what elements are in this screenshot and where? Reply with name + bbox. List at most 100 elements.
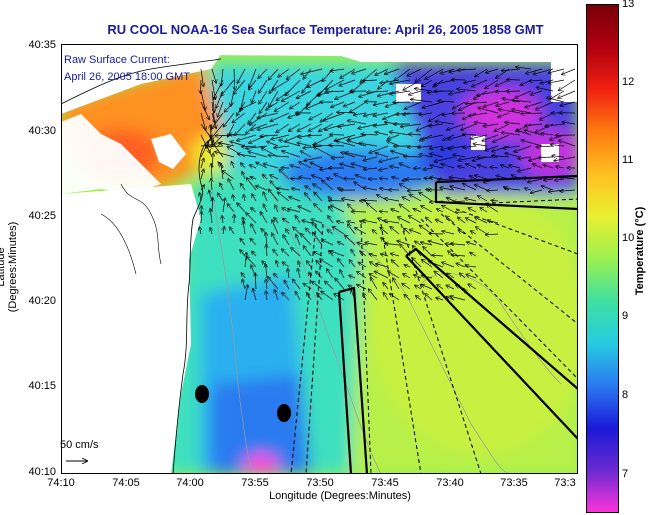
current-vector bbox=[468, 208, 477, 213]
current-vector bbox=[422, 260, 433, 268]
current-vector bbox=[379, 156, 400, 162]
x-tick: 74:10 bbox=[47, 477, 75, 489]
current-vector bbox=[309, 112, 323, 120]
current-vector bbox=[272, 220, 279, 235]
current-vector bbox=[263, 164, 279, 169]
current-vector bbox=[560, 190, 576, 191]
current-vector bbox=[286, 229, 289, 235]
current-vector bbox=[467, 242, 477, 246]
current-vector bbox=[521, 113, 543, 114]
current-vector bbox=[312, 223, 323, 235]
current-vector bbox=[324, 112, 345, 120]
current-vector bbox=[480, 208, 488, 213]
current-vector bbox=[394, 68, 411, 81]
current-vector bbox=[450, 296, 466, 301]
current-vector bbox=[309, 123, 323, 131]
current-vector bbox=[441, 164, 455, 169]
current-vector bbox=[238, 154, 257, 158]
current-vector bbox=[246, 213, 257, 224]
current-vector bbox=[299, 177, 312, 179]
current-vector bbox=[342, 199, 356, 202]
current-vector bbox=[211, 68, 216, 83]
current-vector bbox=[426, 217, 433, 224]
current-vector bbox=[231, 90, 235, 106]
current-vector bbox=[215, 152, 235, 158]
current-vector bbox=[412, 258, 422, 268]
current-vector bbox=[260, 135, 279, 136]
colorbar-tick: 11 bbox=[622, 154, 634, 166]
current-vector bbox=[224, 101, 235, 112]
current-vector bbox=[430, 154, 444, 158]
current-vector bbox=[471, 231, 477, 234]
current-vector bbox=[291, 248, 301, 257]
current-vector bbox=[276, 261, 278, 268]
current-vector bbox=[271, 134, 290, 139]
current-vector bbox=[450, 186, 466, 191]
current-vector bbox=[536, 101, 554, 110]
current-vector bbox=[458, 69, 477, 70]
current-vector bbox=[468, 284, 477, 290]
inset-line-2: April 26, 2005 18:00 GMT bbox=[64, 71, 190, 83]
current-vector bbox=[263, 192, 268, 202]
inset-line-1: Raw Surface Current: bbox=[64, 54, 170, 66]
current-vector bbox=[440, 188, 455, 191]
current-vector bbox=[263, 204, 268, 213]
current-vector bbox=[446, 285, 455, 290]
current-vector bbox=[216, 90, 224, 108]
current-vector bbox=[369, 289, 378, 301]
current-vector bbox=[200, 79, 201, 93]
current-vector bbox=[458, 230, 466, 235]
current-vector bbox=[314, 204, 323, 213]
current-vector bbox=[201, 212, 202, 224]
current-vector bbox=[292, 188, 301, 190]
current-vector bbox=[546, 98, 565, 103]
current-vector bbox=[275, 205, 279, 213]
current-vector bbox=[367, 203, 378, 213]
colorbar-title: Temperature (°C) bbox=[634, 206, 646, 296]
current-vector bbox=[451, 255, 466, 256]
colorbar bbox=[586, 4, 619, 513]
current-vector bbox=[449, 90, 466, 94]
current-vector bbox=[391, 260, 400, 268]
survey-boxes bbox=[337, 174, 578, 474]
current-vector bbox=[223, 227, 224, 235]
current-vector bbox=[246, 145, 268, 148]
current-vector bbox=[347, 221, 356, 223]
current-vector bbox=[252, 251, 257, 257]
current-vector bbox=[393, 278, 400, 290]
current-vector bbox=[266, 291, 267, 301]
current-vector bbox=[409, 90, 422, 95]
current-vector bbox=[446, 216, 455, 224]
current-vector bbox=[282, 293, 290, 301]
current-vector bbox=[407, 68, 422, 76]
current-vector bbox=[461, 123, 477, 130]
current-vector bbox=[474, 185, 488, 191]
current-vector bbox=[351, 249, 356, 257]
current-vector bbox=[390, 79, 411, 84]
current-vector bbox=[379, 168, 389, 170]
current-vector bbox=[283, 235, 290, 246]
current-vector bbox=[243, 222, 245, 235]
current-vector bbox=[421, 242, 433, 246]
current-vector bbox=[492, 156, 510, 157]
current-vector bbox=[296, 234, 301, 246]
current-vector bbox=[543, 165, 554, 169]
sst-map-panel: Raw Surface Current: April 26, 2005 18:0… bbox=[61, 44, 578, 474]
current-vector bbox=[434, 271, 444, 279]
current-vector bbox=[298, 206, 312, 213]
current-vector bbox=[473, 144, 488, 146]
current-vector bbox=[212, 142, 224, 158]
current-vector bbox=[350, 101, 367, 112]
current-vector bbox=[251, 208, 257, 213]
current-vector bbox=[266, 279, 267, 290]
current-vector bbox=[390, 166, 400, 168]
current-vector bbox=[200, 90, 205, 110]
current-vector bbox=[330, 251, 345, 257]
current-vector bbox=[381, 254, 389, 256]
current-vector bbox=[442, 231, 455, 235]
current-vector bbox=[428, 241, 444, 246]
current-vector bbox=[249, 165, 257, 168]
current-vector bbox=[303, 68, 312, 79]
current-vector bbox=[375, 132, 389, 136]
current-vector bbox=[385, 243, 400, 245]
